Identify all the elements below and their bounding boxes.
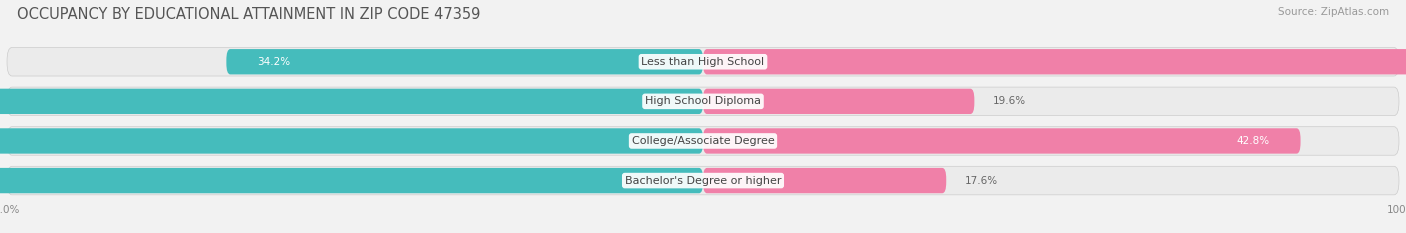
FancyBboxPatch shape [0, 89, 703, 114]
Text: OCCUPANCY BY EDUCATIONAL ATTAINMENT IN ZIP CODE 47359: OCCUPANCY BY EDUCATIONAL ATTAINMENT IN Z… [17, 7, 481, 22]
FancyBboxPatch shape [0, 168, 703, 193]
Text: High School Diploma: High School Diploma [645, 96, 761, 106]
FancyBboxPatch shape [7, 166, 1399, 195]
FancyBboxPatch shape [226, 49, 703, 74]
FancyBboxPatch shape [703, 128, 1301, 154]
FancyBboxPatch shape [7, 127, 1399, 155]
FancyBboxPatch shape [7, 87, 1399, 116]
FancyBboxPatch shape [0, 128, 703, 154]
Text: 42.8%: 42.8% [1236, 136, 1270, 146]
FancyBboxPatch shape [703, 49, 1406, 74]
Text: College/Associate Degree: College/Associate Degree [631, 136, 775, 146]
Text: Less than High School: Less than High School [641, 57, 765, 67]
Text: 34.2%: 34.2% [257, 57, 291, 67]
Text: 19.6%: 19.6% [993, 96, 1026, 106]
FancyBboxPatch shape [7, 48, 1399, 76]
Text: Bachelor's Degree or higher: Bachelor's Degree or higher [624, 176, 782, 185]
FancyBboxPatch shape [703, 89, 974, 114]
FancyBboxPatch shape [703, 168, 946, 193]
Text: Source: ZipAtlas.com: Source: ZipAtlas.com [1278, 7, 1389, 17]
Text: 17.6%: 17.6% [965, 176, 998, 185]
